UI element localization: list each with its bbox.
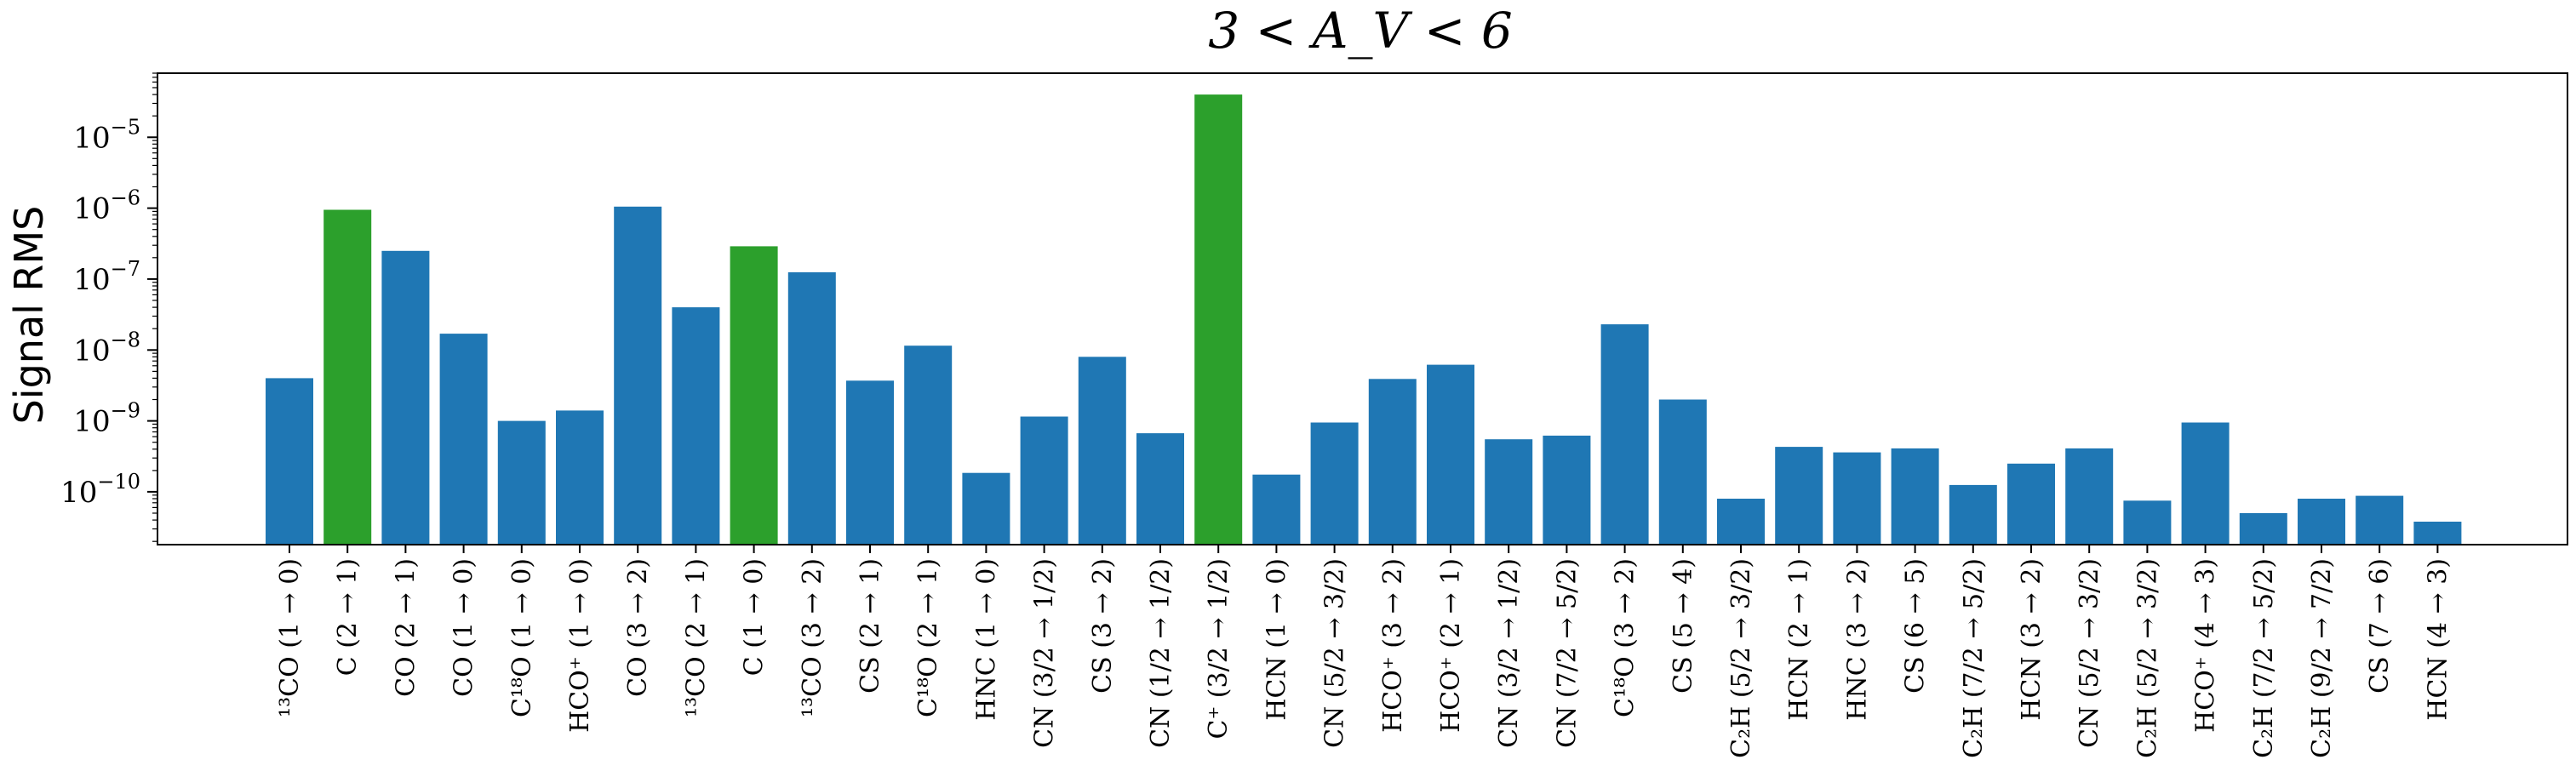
x-tick-label: CS (7 → 6) — [2365, 558, 2395, 694]
bar — [381, 250, 430, 545]
bar — [1194, 94, 1243, 545]
bar — [2356, 495, 2404, 545]
x-tick-label: C₂H (5/2 → 3/2) — [2132, 558, 2162, 758]
x-tick-label: CN (3/2 → 1/2) — [1030, 558, 1060, 748]
x-tick-label: HNC (3 → 2) — [1842, 558, 1872, 721]
y-tick-label: 10−9 — [73, 399, 140, 439]
x-tick-label: CS (2 → 1) — [856, 558, 885, 694]
x-tick-label: CO (3 → 2) — [623, 558, 653, 697]
x-tick-label: HCO⁺ (4 → 3) — [2191, 558, 2221, 733]
bar — [1775, 447, 1823, 545]
x-tick-label: ¹³CO (3 → 2) — [798, 558, 827, 717]
bar — [2123, 500, 2172, 545]
bar — [1427, 364, 1474, 545]
x-tick-label: CO (1 → 0) — [449, 558, 479, 697]
bar — [2065, 448, 2114, 545]
y-axis-ticks: 10−10 10−9 10−8 10−7 10−6 10−5 — [60, 72, 157, 542]
y-tick-label: 10−7 — [73, 257, 140, 297]
y-tick-label: 10−8 — [73, 328, 140, 368]
x-tick-label: C¹⁸O (3 → 2) — [1611, 558, 1640, 717]
x-tick-label: C⁺ (3/2 → 1/2) — [1204, 558, 1234, 740]
plot-frame — [157, 72, 2568, 545]
x-tick-label: C¹⁸O (2 → 1) — [913, 558, 943, 717]
x-tick-label: HNC (1 → 0) — [971, 558, 1001, 721]
bar — [2298, 499, 2345, 545]
x-tick-label: CO (2 → 1) — [391, 558, 421, 697]
y-tick-label: 10−10 — [60, 470, 140, 510]
bar — [846, 380, 894, 545]
x-tick-label: HCN (3 → 2) — [2017, 558, 2046, 721]
bar — [1020, 416, 1068, 545]
bar — [730, 246, 778, 545]
x-axis-ticks: ¹³CO (1 → 0) C (2 → 1) CO (2 → 1) CO (1 → 0… — [275, 545, 2453, 758]
bar — [672, 307, 720, 545]
bar — [1658, 399, 1707, 545]
x-tick-label: HCO⁺ (1 → 0) — [565, 558, 595, 733]
bar — [1078, 357, 1126, 545]
x-tick-label: HCN (2 → 1) — [1784, 558, 1814, 721]
x-tick-label: C₂H (7/2 → 5/2) — [1959, 558, 1989, 758]
y-tick-label: 10−5 — [73, 115, 140, 155]
bar — [1600, 324, 1649, 545]
x-tick-label: CN (1/2 → 1/2) — [1146, 558, 1176, 748]
x-tick-label: ¹³CO (1 → 0) — [275, 558, 305, 717]
y-tick-label: 10−6 — [73, 186, 140, 226]
bar — [614, 206, 662, 545]
bar — [1949, 484, 1997, 545]
bar — [2181, 422, 2230, 545]
bar — [1891, 448, 1939, 545]
y-axis-label: Signal RMS — [6, 206, 52, 425]
bar — [2239, 513, 2287, 545]
x-tick-label: CS (6 → 5) — [1901, 558, 1931, 694]
bar — [266, 378, 313, 545]
x-tick-label: CN (5/2 → 3/2) — [2075, 558, 2104, 748]
x-tick-label: C₂H (9/2 → 7/2) — [2307, 558, 2337, 758]
x-tick-label: CN (7/2 → 5/2) — [1552, 558, 1582, 748]
bar — [1717, 499, 1765, 545]
bar — [1543, 435, 1591, 545]
x-tick-label: HCO⁺ (3 → 2) — [1378, 558, 1408, 733]
x-tick-label: C (2 → 1) — [333, 558, 363, 676]
chart-title: 3 < A_V < 6 — [1208, 2, 1513, 60]
bar — [1136, 433, 1184, 545]
bar — [1368, 379, 1417, 545]
bar — [497, 420, 546, 545]
x-tick-label: C₂H (7/2 → 5/2) — [2249, 558, 2279, 758]
x-tick-label: C₂H (5/2 → 3/2) — [1726, 558, 1756, 758]
x-tick-label: HCN (1 → 0) — [1262, 558, 1291, 721]
bar — [1485, 439, 1533, 545]
bar — [556, 410, 604, 545]
x-tick-label: CS (3 → 2) — [1088, 558, 1118, 694]
bar — [439, 334, 488, 545]
x-tick-label: ¹³CO (2 → 1) — [681, 558, 711, 717]
bar — [904, 346, 953, 545]
bar — [2007, 463, 2055, 545]
bar — [1310, 422, 1359, 545]
bar — [323, 209, 372, 545]
bars-group — [266, 94, 2462, 545]
x-tick-label: C¹⁸O (1 → 0) — [507, 558, 537, 717]
bar — [1833, 452, 1881, 545]
x-tick-label: C (1 → 0) — [740, 558, 770, 676]
bar — [2413, 522, 2462, 545]
x-tick-label: CN (3/2 → 1/2) — [1494, 558, 1524, 748]
x-tick-label: HCO⁺ (2 → 1) — [1436, 558, 1466, 733]
x-tick-label: CS (5 → 4) — [1669, 558, 1698, 694]
bar — [962, 472, 1010, 545]
x-tick-label: CN (5/2 → 3/2) — [1320, 558, 1350, 748]
x-tick-label: HCN (4 → 3) — [2423, 558, 2453, 721]
bar — [1252, 474, 1301, 545]
bar — [787, 271, 836, 545]
